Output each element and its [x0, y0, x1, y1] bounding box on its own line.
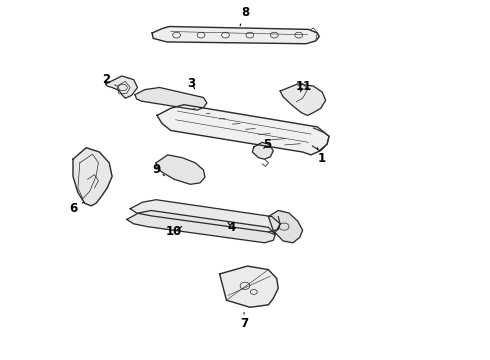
Polygon shape [156, 155, 205, 184]
Polygon shape [135, 87, 207, 110]
Polygon shape [252, 142, 273, 159]
Text: 3: 3 [187, 77, 196, 90]
Text: 2: 2 [102, 73, 116, 86]
Polygon shape [152, 27, 319, 44]
Polygon shape [106, 76, 138, 98]
Text: 4: 4 [227, 221, 235, 234]
Text: 1: 1 [318, 148, 326, 165]
Text: 9: 9 [152, 163, 164, 176]
Text: 6: 6 [69, 202, 84, 215]
Polygon shape [157, 105, 329, 155]
Polygon shape [269, 211, 303, 243]
Text: 11: 11 [295, 80, 312, 93]
Text: 7: 7 [240, 313, 248, 330]
Polygon shape [127, 211, 275, 243]
Text: 5: 5 [263, 138, 271, 150]
Text: 8: 8 [240, 6, 249, 26]
Polygon shape [73, 148, 112, 206]
Text: 10: 10 [166, 225, 182, 238]
Polygon shape [130, 200, 280, 232]
Polygon shape [220, 266, 278, 307]
Polygon shape [280, 84, 326, 116]
